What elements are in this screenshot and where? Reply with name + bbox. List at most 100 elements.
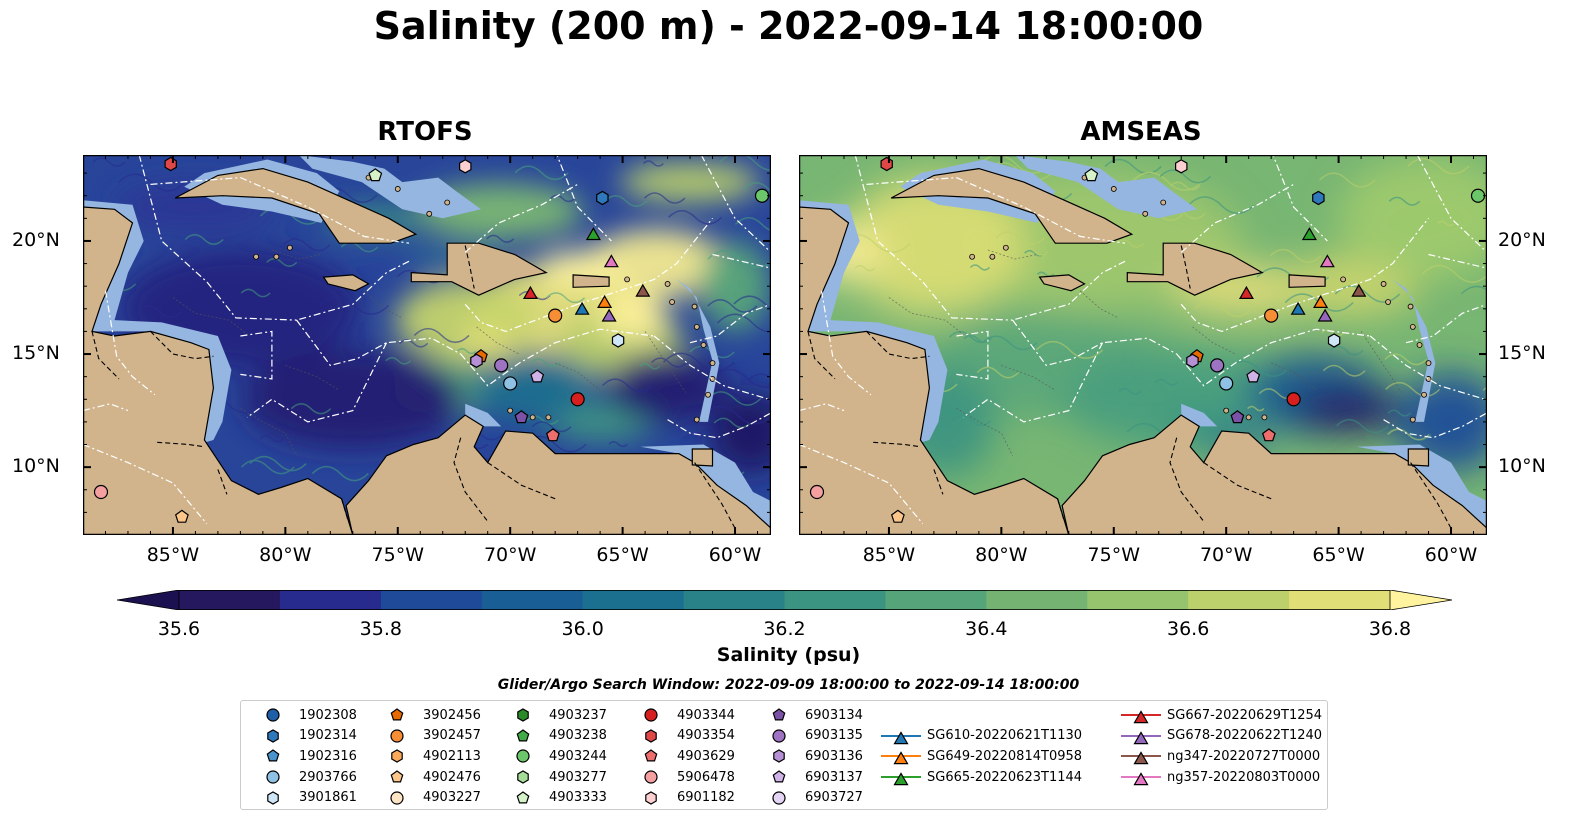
map-frame <box>83 155 771 535</box>
colorbar-segment <box>1188 590 1290 610</box>
legend-column: 4903237 4903238 4903244 4903277 4903333 <box>503 705 607 808</box>
eez-boundary <box>820 290 872 396</box>
legend: 1902308 1902314 1902316 2903766 3901861 39024… <box>240 700 1328 810</box>
shelf-area <box>298 155 481 219</box>
platform-marker <box>1175 159 1188 174</box>
depth-contour <box>1079 290 1119 319</box>
legend-label: SG649-20220814T0958 <box>927 748 1083 764</box>
legend-marker <box>391 749 403 764</box>
platform-marker <box>1238 285 1254 299</box>
platform-marker <box>494 358 509 373</box>
lon-tick-label: 70°W <box>1199 544 1253 566</box>
island <box>1409 416 1416 423</box>
legend-label: 6903136 <box>805 748 863 764</box>
platform-marker <box>1084 168 1099 182</box>
colorbar-segment <box>683 590 785 610</box>
eez-boundary <box>240 330 273 380</box>
search-window-text: Glider/Argo Search Window: 2022-09-09 18… <box>497 677 1080 693</box>
pentagon-marker-icon <box>266 749 280 762</box>
island <box>1142 210 1149 217</box>
island <box>1385 299 1391 305</box>
platform-marker <box>574 301 590 315</box>
legend-entry: SG665-20220623T1144 <box>881 767 1082 788</box>
legend-entry: 2903766 <box>253 767 357 788</box>
hexagon-marker-icon <box>645 790 657 805</box>
eez-boundary <box>1012 260 1126 321</box>
platform-marker <box>585 227 601 241</box>
island <box>700 342 707 348</box>
depth-contour <box>240 407 297 456</box>
eez-boundary <box>689 303 771 344</box>
island <box>444 199 451 206</box>
legend-entry: 5906478 <box>631 767 735 788</box>
legend-label: 4903344 <box>677 707 735 723</box>
lon-tick-label: 80°W <box>975 544 1028 566</box>
island <box>426 210 433 217</box>
legend-label: 4903244 <box>549 748 607 764</box>
eez-boundary <box>653 335 769 400</box>
cuba-land <box>174 167 418 244</box>
legend-marker <box>517 770 529 784</box>
legend-label: 4903237 <box>549 707 607 723</box>
platform-marker <box>93 484 109 500</box>
pentagon-marker-icon <box>516 790 530 804</box>
country-border <box>91 331 120 380</box>
country-border <box>341 498 349 522</box>
island <box>286 244 293 251</box>
figure-title: Salinity (200 m) - 2022-09-14 18:00:00 <box>373 4 1204 48</box>
legend-entry: 4903277 <box>503 767 607 788</box>
eez-boundary <box>246 342 388 423</box>
pentagon-marker-icon <box>644 749 658 762</box>
legend-entry: 4903629 <box>631 746 735 767</box>
legend-label: 5906478 <box>677 769 735 785</box>
legend-marker <box>645 790 657 805</box>
platform-marker <box>530 369 545 383</box>
legend-marker <box>893 751 909 765</box>
island <box>693 324 700 330</box>
platform-marker <box>503 376 518 391</box>
legend-label: 4903277 <box>549 769 607 785</box>
country-border <box>1169 437 1205 522</box>
country-border <box>464 245 475 289</box>
legend-label: 4903354 <box>677 728 735 744</box>
platform-marker <box>514 410 529 424</box>
island <box>705 391 711 398</box>
depth-contour <box>172 297 250 337</box>
eez-boundary <box>464 183 578 253</box>
legend-column: 4903344 4903354 4903629 5906478 6901182 <box>631 705 735 808</box>
island <box>1380 281 1387 287</box>
island <box>1340 276 1347 283</box>
eez-boundary <box>150 176 410 244</box>
eez-boundary <box>296 319 461 367</box>
colorbar-tick-label: 36.2 <box>763 618 806 640</box>
eez-boundary <box>667 412 771 439</box>
colorbar <box>117 590 1452 610</box>
triangle-marker-icon <box>881 731 921 745</box>
legend-marker <box>644 749 658 762</box>
legend-label: 1902308 <box>299 707 357 723</box>
circle-marker-icon <box>390 791 404 805</box>
hexagon-marker-icon <box>267 790 279 805</box>
legend-label: 3901861 <box>299 790 357 806</box>
legend-label: 6903137 <box>805 769 863 785</box>
hispaniola-land <box>1126 242 1264 296</box>
amseas-salinity-map <box>799 155 1487 535</box>
platform-marker <box>1470 188 1486 203</box>
depth-contour <box>363 290 403 319</box>
eez-boundary <box>1176 328 1371 387</box>
lat-tick-label-left: 15°N <box>12 342 60 365</box>
colorbar-segment <box>582 590 685 610</box>
legend-marker <box>644 708 658 722</box>
legend-entry: SG649-20220814T0958 <box>881 746 1082 767</box>
legend-entry: 4903333 <box>503 787 607 808</box>
legend-entry: 4903238 <box>503 726 607 747</box>
colorbar-under <box>117 590 180 610</box>
platform-marker <box>1261 428 1276 442</box>
shelf-area <box>1392 279 1436 422</box>
legend-label: ng357-20220803T0000 <box>1167 769 1321 785</box>
platform-marker <box>1264 308 1279 323</box>
legend-marker <box>772 729 786 743</box>
hexagon-marker-icon <box>517 708 529 722</box>
platform-marker <box>1301 227 1317 241</box>
south-america-land <box>1061 414 1487 535</box>
